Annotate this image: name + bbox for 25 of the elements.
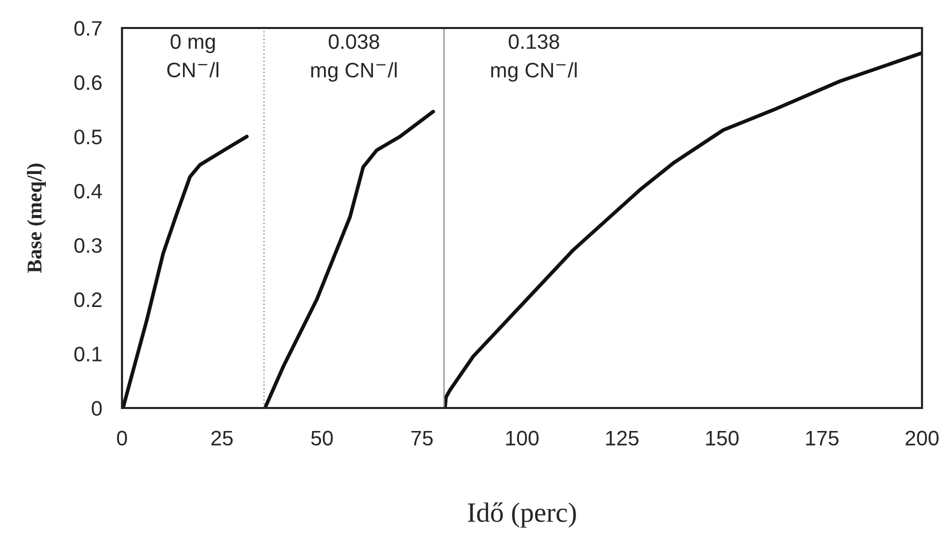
x-tick-label: 200 bbox=[906, 430, 939, 446]
line-series bbox=[443, 51, 922, 408]
y-axis-title: Base (meq/l) bbox=[26, 164, 46, 273]
y-tick-label: 0.7 bbox=[74, 21, 102, 36]
y-tick-label: 0.1 bbox=[74, 346, 102, 362]
annotation: 0.038 mg CN$^{−}$/l bbox=[311, 34, 397, 82]
x-tick-label: 125 bbox=[606, 430, 639, 446]
y-tick-label: 0.2 bbox=[74, 292, 102, 308]
y-tick-label: 0 bbox=[92, 401, 102, 416]
annotation: 0 mg CN$^{−}$/l bbox=[167, 34, 218, 78]
x-tick-label: 150 bbox=[706, 430, 739, 446]
line-series bbox=[263, 110, 436, 408]
x-tick-label: 25 bbox=[211, 430, 233, 446]
y-tick-label: 0.4 bbox=[74, 184, 102, 199]
y-tick-label: 0.3 bbox=[74, 238, 102, 253]
x-tick-label: 50 bbox=[311, 430, 333, 446]
y-tick-label: 0.5 bbox=[74, 130, 102, 144]
annotation: 0.138 mg CN$^{−}$/l bbox=[491, 34, 577, 82]
x-axis-title: Idő (perc) bbox=[468, 502, 576, 528]
x-tick-label: 75 bbox=[411, 430, 433, 446]
line-series bbox=[122, 134, 249, 408]
x-tick-label: 175 bbox=[806, 430, 839, 446]
x-tick-label: 100 bbox=[506, 430, 539, 446]
x-tick-label: 0 bbox=[117, 430, 127, 446]
y-tick-label: 0.6 bbox=[74, 75, 102, 90]
